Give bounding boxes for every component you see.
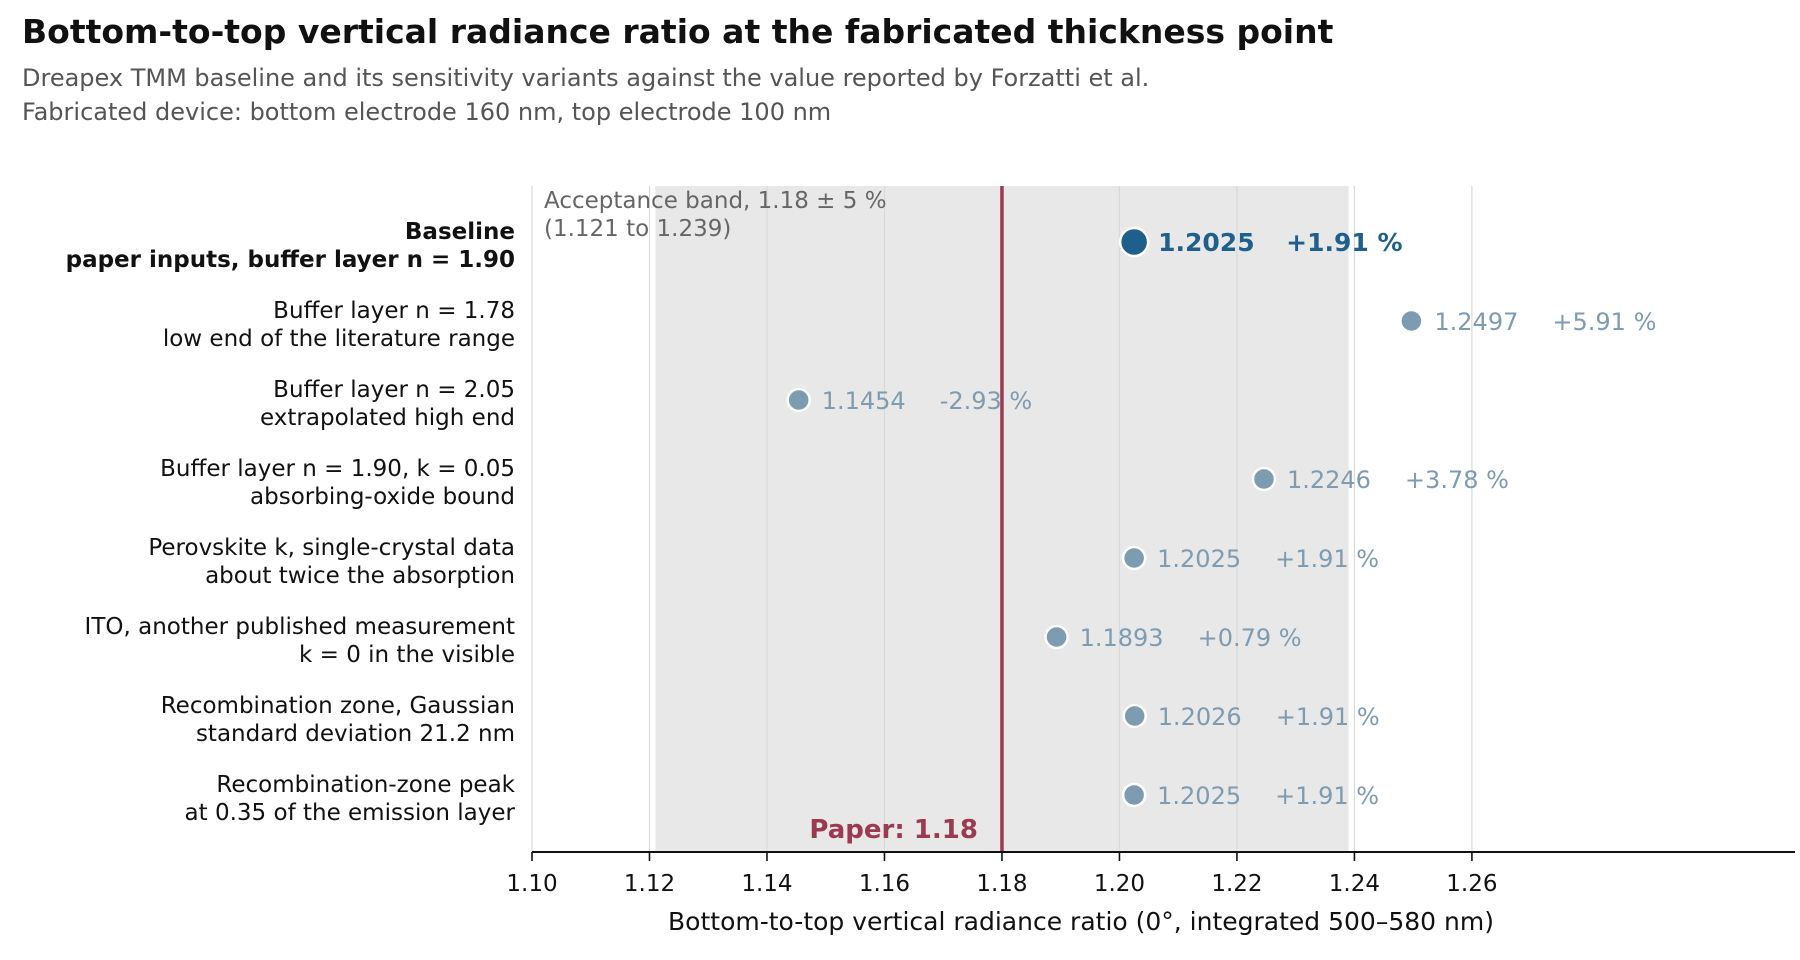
row-2-data-point	[786, 387, 811, 413]
row-5-label-line-2: k = 0 in the visible	[299, 642, 515, 668]
row-6-delta-label: +1.91 %	[1276, 703, 1380, 731]
row-6-label-line-1: Recombination zone, Gaussian	[161, 693, 515, 719]
row-6-label-line-2: standard deviation 21.2 nm	[196, 721, 515, 747]
chart-subtitle-line-2: Fabricated device: bottom electrode 160 …	[22, 98, 832, 126]
row-3-data-point	[1251, 466, 1277, 492]
row-0-delta-label: +1.91 %	[1286, 228, 1402, 257]
row-6-data-point	[1122, 703, 1147, 729]
chart-subtitle-line-1: Dreapex TMM baseline and its sensitivity…	[22, 64, 1150, 92]
row-7-label-line-1: Recombination-zone peak	[216, 772, 515, 798]
row-5-delta-label: +0.79 %	[1198, 624, 1302, 652]
row-2-delta-label: -2.93 %	[940, 387, 1033, 415]
band-label-line-1: Acceptance band, 1.18 ± 5 %	[544, 188, 887, 214]
row-4-label-line-2: about twice the absorption	[205, 563, 515, 589]
x-tick-label-8: 1.26	[1446, 871, 1497, 897]
row-5-data-point	[1044, 624, 1069, 650]
row-7-delta-label: +1.91 %	[1275, 782, 1379, 810]
row-1-delta-label: +5.91 %	[1552, 308, 1656, 336]
x-tick-label-2: 1.14	[741, 871, 792, 897]
x-tick-label-7: 1.24	[1329, 871, 1380, 897]
row-4-data-point	[1121, 545, 1147, 571]
row-1-label-line-1: Buffer layer n = 1.78	[273, 298, 515, 324]
row-1-data-point	[1399, 308, 1424, 334]
row-7-label-line-2: at 0.35 of the emission layer	[185, 800, 516, 826]
row-2-label-line-2: extrapolated high end	[260, 405, 515, 431]
row-2-label-line-1: Buffer layer n = 2.05	[273, 377, 515, 403]
row-4-value-label: 1.2025	[1157, 545, 1241, 573]
x-tick-label-5: 1.20	[1094, 871, 1145, 897]
row-5-label-line-1: ITO, another published measurement	[85, 614, 515, 640]
x-tick-label-3: 1.16	[859, 871, 910, 897]
reference-label: Paper: 1.18	[809, 815, 978, 845]
x-tick-label-1: 1.12	[624, 871, 675, 897]
row-5-value-label: 1.1893	[1080, 624, 1164, 652]
row-6-value-label: 1.2026	[1158, 703, 1242, 731]
x-tick-label-6: 1.22	[1211, 871, 1262, 897]
row-3-value-label: 1.2246	[1287, 466, 1371, 494]
row-0-label-line-1: Baseline	[405, 219, 515, 245]
row-4-delta-label: +1.91 %	[1275, 545, 1379, 573]
row-0-data-point	[1118, 226, 1150, 258]
x-axis-label: Bottom-to-top vertical radiance ratio (0…	[668, 907, 1494, 936]
row-3-label-line-1: Buffer layer n = 1.90, k = 0.05	[160, 456, 515, 482]
row-7-data-point	[1121, 782, 1147, 808]
row-3-label-line-2: absorbing-oxide bound	[250, 484, 515, 510]
row-0-value-label: 1.2025	[1158, 228, 1254, 257]
row-4-label-line-1: Perovskite k, single-crystal data	[148, 535, 515, 561]
row-3-delta-label: +3.78 %	[1405, 466, 1509, 494]
row-2-value-label: 1.1454	[822, 387, 906, 415]
row-1-label-line-2: low end of the literature range	[163, 326, 515, 352]
x-tick-label-4: 1.18	[976, 871, 1027, 897]
band-label-line-2: (1.121 to 1.239)	[544, 216, 731, 242]
chart-title: Bottom-to-top vertical radiance ratio at…	[22, 12, 1334, 51]
x-tick-label-0: 1.10	[506, 871, 557, 897]
row-7-value-label: 1.2025	[1157, 782, 1241, 810]
row-1-value-label: 1.2497	[1434, 308, 1518, 336]
row-0-label-line-2: paper inputs, buffer layer n = 1.90	[66, 247, 515, 273]
